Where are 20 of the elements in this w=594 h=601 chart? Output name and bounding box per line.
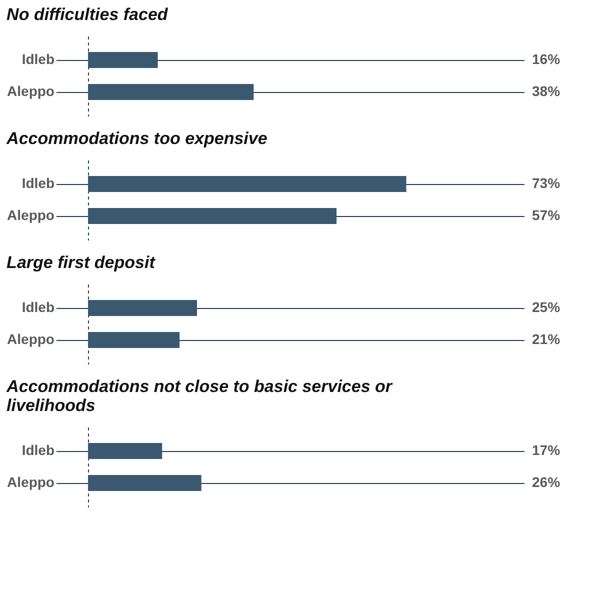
data-label: 73%: [532, 175, 561, 191]
data-label: 17%: [532, 442, 561, 458]
data-label: 21%: [532, 331, 561, 347]
y-tick-label: Aleppo: [7, 207, 54, 223]
data-label: 16%: [532, 51, 561, 67]
data-label: 57%: [532, 207, 561, 223]
chart-title: Accommodations too expensive: [6, 129, 268, 148]
y-tick-label: Aleppo: [7, 474, 54, 490]
chart-title: Accommodations not close to basic services or livelihoods: [6, 377, 394, 415]
y-tick-label: Aleppo: [7, 331, 54, 347]
data-label: 38%: [532, 83, 561, 99]
chart-title: Large first deposit: [6, 253, 156, 272]
y-tick-label: Idleb: [22, 299, 54, 315]
data-label: 25%: [532, 299, 561, 315]
y-tick-label: Aleppo: [7, 83, 54, 99]
y-tick-label: Idleb: [22, 175, 54, 191]
y-tick-label: Idleb: [22, 51, 54, 67]
data-label: 26%: [532, 474, 561, 490]
chart-title: No difficulties faced: [6, 5, 168, 24]
y-tick-label: Idleb: [22, 442, 54, 458]
